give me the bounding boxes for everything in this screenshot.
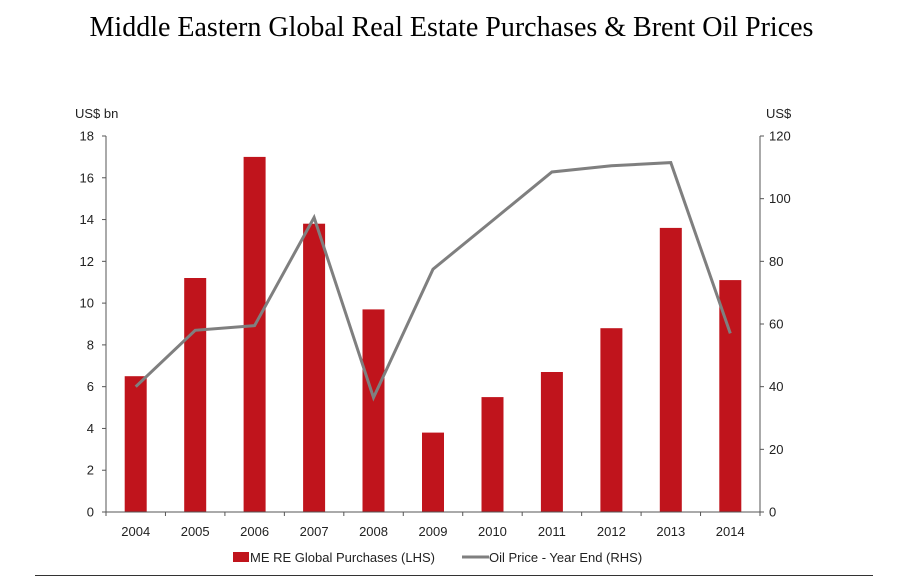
oil-price-line <box>134 161 732 402</box>
legend-label-purchases: ME RE Global Purchases (LHS) <box>250 550 435 565</box>
x-tick-label: 2011 <box>538 524 566 539</box>
bar-2006 <box>243 156 266 512</box>
legend-label-oil-price: Oil Price - Year End (RHS) <box>489 550 642 565</box>
right-tick-label: 120 <box>769 129 791 144</box>
right-axis-title: US$ <box>766 106 792 121</box>
x-tick-label: 2008 <box>359 524 388 539</box>
right-tick-label: 0 <box>769 505 776 520</box>
bar-2013 <box>659 227 682 512</box>
x-tick-label: 2004 <box>121 524 150 539</box>
x-tick-label: 2005 <box>181 524 210 539</box>
left-tick-label: 8 <box>87 337 94 352</box>
bar-2005 <box>184 278 207 512</box>
bar-2004 <box>124 376 147 512</box>
left-tick-label: 4 <box>87 421 94 436</box>
right-tick-label: 100 <box>769 191 791 206</box>
x-tick-label: 2013 <box>656 524 685 539</box>
x-tick-label: 2006 <box>240 524 269 539</box>
bar-2012 <box>600 328 623 512</box>
chart-title: Middle Eastern Global Real Estate Purcha… <box>89 12 814 43</box>
left-tick-label: 6 <box>87 379 94 394</box>
bottom-divider <box>35 575 873 576</box>
bar-2014 <box>719 280 742 512</box>
left-tick-label: 12 <box>80 254 94 269</box>
left-tick-label: 10 <box>80 296 94 311</box>
x-tick-label: 2012 <box>597 524 626 539</box>
left-tick-label: 14 <box>80 212 94 227</box>
right-tick-label: 20 <box>769 442 783 457</box>
right-tick-label: 80 <box>769 254 783 269</box>
bar-2010 <box>481 397 504 512</box>
right-tick-label: 60 <box>769 317 783 332</box>
bar-2011 <box>540 372 563 512</box>
legend-swatch-purchases <box>233 552 249 562</box>
left-tick-label: 2 <box>87 463 94 478</box>
x-tick-label: 2009 <box>419 524 448 539</box>
bar-2008 <box>362 309 385 512</box>
left-tick-label: 18 <box>80 129 94 144</box>
left-axis-title: US$ bn <box>75 106 118 121</box>
bar-2009 <box>422 432 444 512</box>
x-tick-label: 2010 <box>478 524 507 539</box>
left-tick-label: 16 <box>80 170 94 185</box>
x-tick-label: 2014 <box>716 524 745 539</box>
left-tick-label: 0 <box>87 505 94 520</box>
bar-2007 <box>303 223 326 512</box>
x-tick-label: 2007 <box>300 524 329 539</box>
right-tick-label: 40 <box>769 379 783 394</box>
